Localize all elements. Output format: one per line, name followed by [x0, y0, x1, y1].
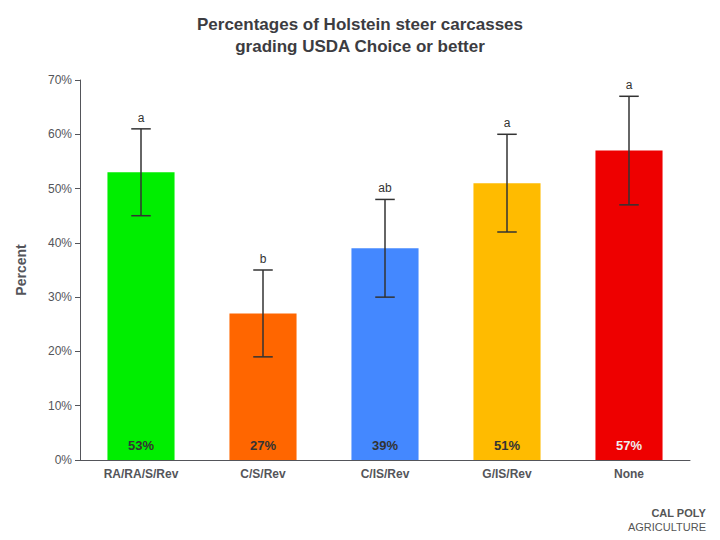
- svg-text:RA/RA/S/Rev: RA/RA/S/Rev: [104, 467, 179, 481]
- svg-text:53%: 53%: [128, 438, 154, 453]
- svg-text:ab: ab: [378, 181, 392, 195]
- svg-text:a: a: [626, 78, 633, 92]
- svg-text:Percentages of Holstein steer: Percentages of Holstein steer carcasses: [197, 15, 523, 34]
- svg-text:30%: 30%: [48, 290, 72, 304]
- svg-text:None: None: [614, 467, 644, 481]
- svg-text:AGRICULTURE: AGRICULTURE: [628, 521, 706, 533]
- svg-text:CAL POLY: CAL POLY: [651, 507, 706, 519]
- svg-text:G/IS/Rev: G/IS/Rev: [482, 467, 532, 481]
- svg-text:60%: 60%: [48, 127, 72, 141]
- svg-text:40%: 40%: [48, 236, 72, 250]
- svg-text:20%: 20%: [48, 344, 72, 358]
- svg-text:a: a: [138, 111, 145, 125]
- svg-text:39%: 39%: [372, 438, 398, 453]
- svg-text:50%: 50%: [48, 182, 72, 196]
- svg-text:0%: 0%: [55, 453, 73, 467]
- svg-text:27%: 27%: [250, 438, 276, 453]
- svg-text:b: b: [260, 252, 267, 266]
- svg-text:grading USDA Choice or better: grading USDA Choice or better: [235, 37, 485, 56]
- svg-text:10%: 10%: [48, 399, 72, 413]
- svg-text:a: a: [504, 116, 511, 130]
- svg-text:C/S/Rev: C/S/Rev: [240, 467, 286, 481]
- svg-text:Percent: Percent: [13, 244, 29, 296]
- svg-text:57%: 57%: [616, 438, 642, 453]
- svg-text:70%: 70%: [48, 73, 72, 87]
- svg-text:51%: 51%: [494, 438, 520, 453]
- svg-text:C/IS/Rev: C/IS/Rev: [361, 467, 410, 481]
